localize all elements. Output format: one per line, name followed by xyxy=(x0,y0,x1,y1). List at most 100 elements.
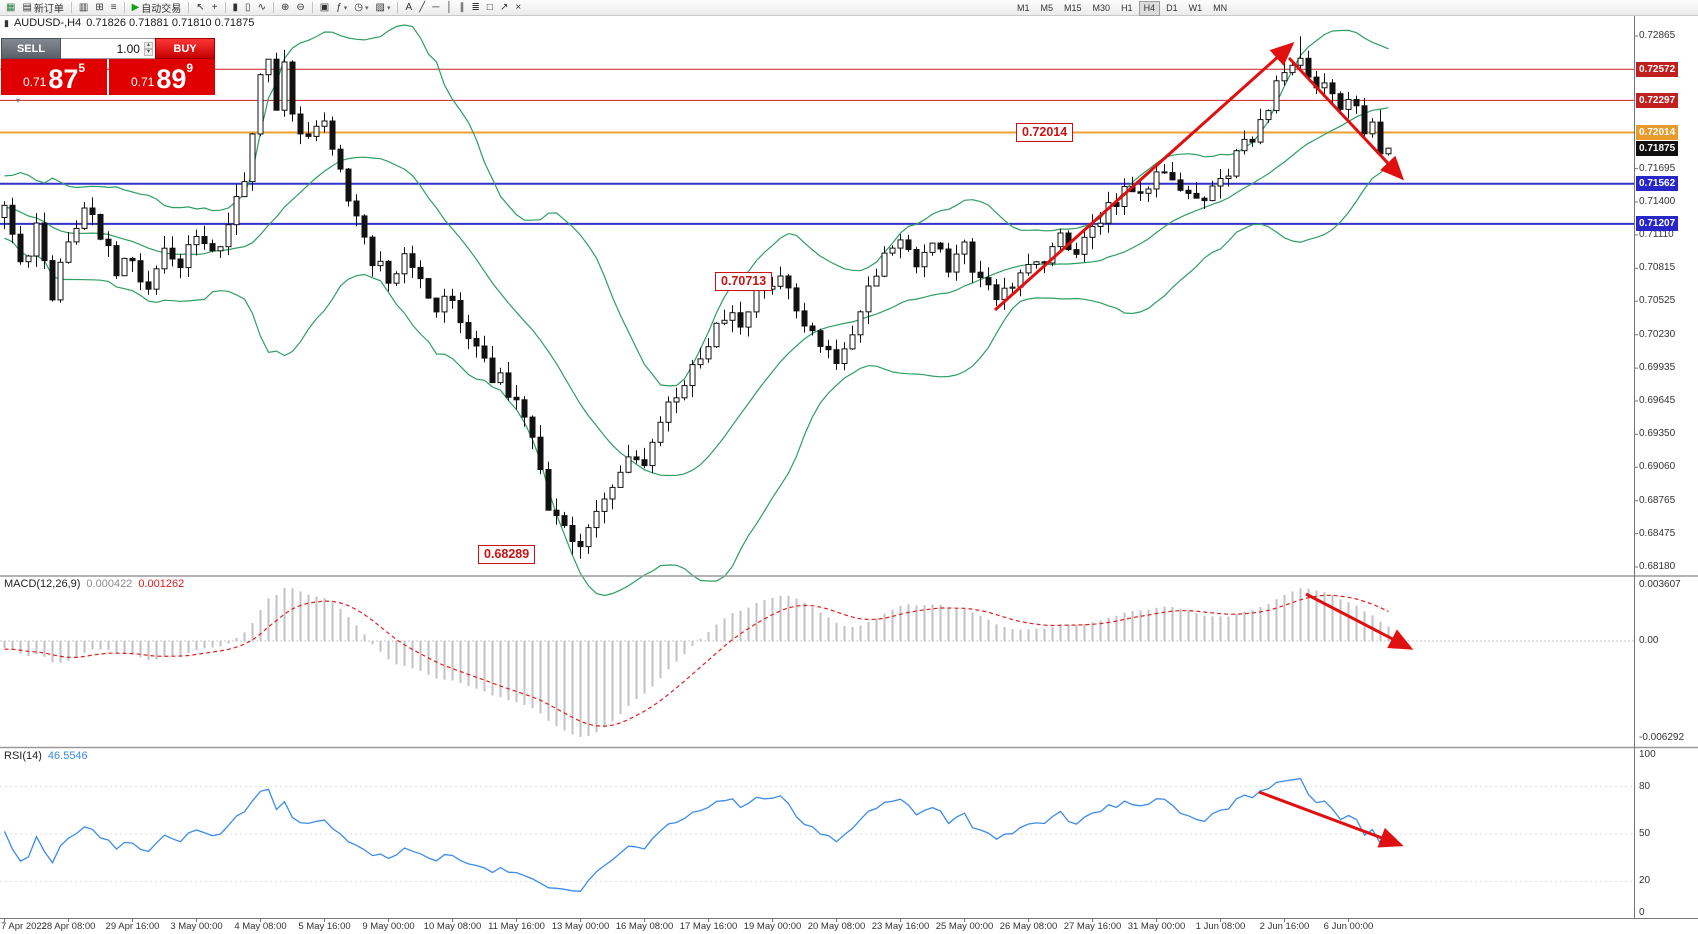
market-watch-icon-glyph: ≡ xyxy=(110,2,117,13)
sell-price-prefix: 0.71 xyxy=(22,75,47,89)
toolbar-separator xyxy=(188,2,190,13)
volume-value: 1.00 xyxy=(116,41,140,56)
price-annotation[interactable]: 0.72014 xyxy=(1016,123,1074,142)
shapes-icon[interactable]: □ xyxy=(484,1,496,14)
chart-window-icon-glyph: ▦ xyxy=(6,2,16,13)
chevron-down-icon: ▾ xyxy=(365,4,369,12)
horizontal-line-icon-glyph: ─ xyxy=(432,2,440,13)
ohlc-values: 0.71826 0.71881 0.71810 0.71875 xyxy=(86,17,255,29)
toolbar-separator xyxy=(123,2,125,13)
channel-icon[interactable]: ∥ xyxy=(457,1,468,14)
buy-button[interactable]: BUY xyxy=(155,38,215,59)
timeframe-MN[interactable]: MN xyxy=(1213,3,1228,13)
charts-cascade-icon[interactable]: ⊞ xyxy=(92,1,106,14)
volume-up-icon[interactable]: ▴ xyxy=(143,41,153,49)
chart-title: ▮ AUDUSD-,H4 0.71826 0.71881 0.71810 0.7… xyxy=(4,17,254,29)
chevron-down-icon: ▾ xyxy=(386,4,391,12)
macd-header: MACD(12,26,9) 0.000422 0.001262 xyxy=(4,578,184,590)
buy-price-prefix: 0.71 xyxy=(130,75,155,89)
price-annotation[interactable]: 0.70713 xyxy=(715,272,773,291)
delete-object-icon[interactable]: × xyxy=(512,1,524,14)
volume-input[interactable]: 1.00 ▴ ▾ xyxy=(61,38,155,59)
trendline-icon[interactable]: ╱ xyxy=(416,1,428,14)
indicators-icon-glyph: ƒ xyxy=(336,2,342,13)
toolbar-separator xyxy=(224,2,226,13)
vertical-line-icon[interactable]: │ xyxy=(443,1,455,14)
macd-signal-value: 0.001262 xyxy=(138,578,185,590)
horizontal-line-icon[interactable]: ─ xyxy=(429,1,442,14)
autotrading-button[interactable]: ▶ 自动交易 xyxy=(129,1,185,15)
zoom-in-icon[interactable]: ⊕ xyxy=(278,1,292,14)
one-click-trading-panel: SELL 1.00 ▴ ▾ BUY 0.71 87 5 0.71 89 9 xyxy=(1,38,215,95)
sell-button[interactable]: SELL xyxy=(1,38,61,59)
new-order-button-label: 新订单 xyxy=(33,4,64,15)
autotrading-button-glyph: ▶ xyxy=(131,2,140,13)
timeframe-M1[interactable]: M1 xyxy=(1017,3,1030,13)
trade-panel-prices: 0.71 87 5 0.71 89 9 xyxy=(1,59,215,95)
candlestick-icon: ▮ xyxy=(4,17,9,28)
tile-windows-icon-glyph: ▣ xyxy=(319,2,330,13)
indicators-icon[interactable]: ƒ ▾ xyxy=(333,1,350,14)
zoom-in-icon-glyph: ⊕ xyxy=(280,2,290,13)
timeframe-H1[interactable]: H1 xyxy=(1121,3,1133,13)
fibonacci-icon-glyph: ≣ xyxy=(471,2,480,13)
arrow-object-icon-glyph: ↗ xyxy=(499,2,509,13)
vertical-line-icon-glyph: │ xyxy=(446,2,453,13)
volume-down-icon[interactable]: ▾ xyxy=(143,48,153,56)
timeframe-M5[interactable]: M5 xyxy=(1040,3,1054,13)
main-toolbar: ▦ ▤ 新订单 ▥ ⊞ ≡ ▶ 自动交易 ↖ + ▮ ▯ ∿ ⊕ ⊖ ▣ ƒ ▾ ◷ ▾ ▨ ▾ A ╱ ─ │ ∥ ≣ □ ↗ × xyxy=(0,0,1698,16)
fibonacci-icon[interactable]: ≣ xyxy=(469,1,483,14)
autotrading-button-label: 自动交易 xyxy=(141,4,182,15)
price-annotation[interactable]: 0.68289 xyxy=(478,545,536,564)
buy-price-box[interactable]: 0.71 89 9 xyxy=(109,59,215,95)
timeframe-M30[interactable]: M30 xyxy=(1092,3,1111,13)
shapes-icon-glyph: □ xyxy=(486,2,493,13)
rsi-value: 46.5546 xyxy=(47,750,88,762)
timeframe-D1[interactable]: D1 xyxy=(1166,3,1178,13)
toolbar-separator xyxy=(272,2,274,13)
toolbar-separator xyxy=(70,2,72,13)
timeframe-W1[interactable]: W1 xyxy=(1188,3,1203,13)
line-chart-icon[interactable]: ∿ xyxy=(255,1,269,14)
sell-price-sup: 5 xyxy=(78,61,86,75)
delete-object-icon-glyph: × xyxy=(515,2,522,13)
bar-chart-icon-glyph: ▮ xyxy=(232,2,239,13)
timeframe-H4[interactable]: H4 xyxy=(1138,1,1161,16)
trade-panel-collapse-icon[interactable]: ▾ xyxy=(16,96,21,105)
candlestick-chart-icon[interactable]: ▯ xyxy=(242,1,254,14)
tile-windows-icon[interactable]: ▣ xyxy=(317,1,332,14)
market-watch-icon[interactable]: ≡ xyxy=(108,1,120,14)
periods-icon-glyph: ◷ xyxy=(354,2,363,13)
cursor-icon[interactable]: ↖ xyxy=(193,1,207,14)
periods-icon[interactable]: ◷ ▾ xyxy=(351,1,371,14)
rsi-title: RSI(14) xyxy=(4,750,42,762)
charts-cascade-icon-glyph: ⊞ xyxy=(95,2,104,13)
macd-main-value: 0.000422 xyxy=(86,578,133,590)
zoom-out-icon-glyph: ⊖ xyxy=(296,2,305,13)
crosshair-icon[interactable]: + xyxy=(209,1,221,14)
zoom-out-icon[interactable]: ⊖ xyxy=(293,1,307,14)
templates-icon-glyph: ▨ xyxy=(375,2,385,13)
timeframe-M15[interactable]: M15 xyxy=(1064,3,1082,13)
channel-icon-glyph: ∥ xyxy=(459,2,465,13)
chart-window-icon[interactable]: ▦ xyxy=(3,1,18,14)
candlestick-chart-icon-glyph: ▯ xyxy=(245,2,251,13)
templates-icon[interactable]: ▨ ▾ xyxy=(373,1,394,14)
buy-price-sup: 9 xyxy=(186,61,194,75)
bar-chart-icon[interactable]: ▮ xyxy=(230,1,242,14)
text-label-icon-glyph: A xyxy=(405,2,413,13)
buy-price-big: 89 xyxy=(156,64,187,94)
crosshair-icon-glyph: + xyxy=(211,2,218,13)
line-chart-icon-glyph: ∿ xyxy=(257,2,266,13)
toolbar-separator xyxy=(311,2,313,13)
trendline-icon-glyph: ╱ xyxy=(419,2,426,13)
chevron-down-icon: ▾ xyxy=(343,4,348,12)
arrow-object-icon[interactable]: ↗ xyxy=(497,1,511,14)
macd-title: MACD(12,26,9) xyxy=(4,578,81,590)
text-label-icon[interactable]: A xyxy=(402,1,415,14)
symbol-period-label: AUDUSD-,H4 xyxy=(13,17,82,29)
profiles-icon[interactable]: ▥ xyxy=(76,1,91,14)
new-order-button[interactable]: ▤ 新订单 xyxy=(19,1,66,15)
sell-price-box[interactable]: 0.71 87 5 xyxy=(1,59,107,95)
